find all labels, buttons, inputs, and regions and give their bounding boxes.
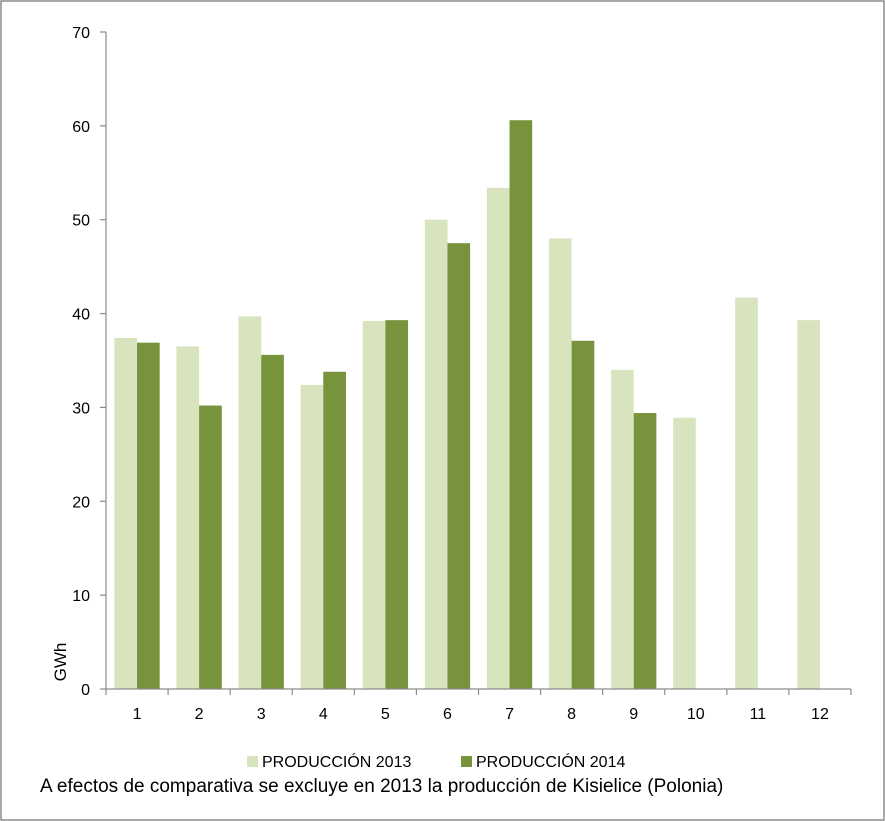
- bar-2014-month-3: [261, 354, 284, 689]
- bar-2013-month-1: [114, 337, 138, 689]
- legend-swatch-1: [461, 756, 472, 767]
- x-tick-label: 9: [629, 706, 638, 723]
- x-tick-label: 7: [505, 706, 514, 723]
- legend-swatch-0: [247, 756, 258, 767]
- x-tick-label: 6: [443, 706, 452, 723]
- y-axis-title: GWh: [51, 643, 70, 682]
- bar-2013-month-6: [424, 219, 448, 689]
- y-tick-label: 30: [72, 400, 90, 417]
- bar-2013-month-7: [486, 187, 510, 689]
- bar-2014-month-5: [385, 320, 409, 689]
- bar-2014-month-4: [323, 371, 346, 689]
- bars: [114, 120, 820, 690]
- chart-note: A efectos de comparativa se excluye en 2…: [40, 776, 723, 797]
- x-tick-label: 12: [811, 706, 829, 723]
- bar-2014-month-9: [633, 413, 657, 689]
- y-tick-label: 40: [72, 307, 90, 324]
- bar-2014-month-1: [137, 342, 160, 689]
- bar-2014-month-8: [571, 340, 595, 689]
- x-tick-label: 4: [319, 706, 328, 723]
- bar-2013-month-12: [797, 320, 820, 689]
- x-tick-label: 2: [195, 706, 204, 723]
- x-tick-label: 1: [133, 706, 142, 723]
- legend: PRODUCCIÓN 2013 PRODUCCIÓN 2014: [247, 752, 625, 771]
- legend-label-1: PRODUCCIÓN 2014: [476, 752, 625, 771]
- bar-2013-month-9: [611, 369, 634, 689]
- y-tick-label: 50: [72, 213, 90, 230]
- x-tick-label: 8: [567, 706, 576, 723]
- bar-2014-month-6: [447, 243, 471, 689]
- bar-2014-month-7: [509, 120, 533, 690]
- bar-2013-month-2: [176, 346, 200, 689]
- x-tick-label: 3: [257, 706, 266, 723]
- y-tick-label: 70: [72, 25, 90, 42]
- y-tick-label: 60: [72, 119, 90, 136]
- bar-2013-month-11: [735, 297, 758, 689]
- x-axis: 1 2 3 4 5 6 7 8 9 10 11 12: [105, 688, 852, 723]
- x-tick-label: 5: [381, 706, 390, 723]
- x-tick-label: 10: [687, 706, 705, 723]
- y-tick-label: 0: [81, 682, 90, 699]
- y-axis: 0 10 20 30 40 50 60 70: [72, 25, 107, 699]
- bar-2014-month-2: [199, 405, 222, 689]
- bar-2013-month-5: [362, 321, 386, 689]
- y-tick-label: 10: [72, 588, 90, 605]
- bar-2013-month-4: [300, 384, 324, 689]
- y-tick-label: 20: [72, 494, 90, 511]
- legend-label-0: PRODUCCIÓN 2013: [262, 752, 411, 771]
- x-tick-label: 11: [750, 706, 767, 723]
- bar-2013-month-10: [673, 417, 696, 689]
- bar-2013-month-8: [548, 238, 572, 689]
- bar-2013-month-3: [238, 316, 262, 689]
